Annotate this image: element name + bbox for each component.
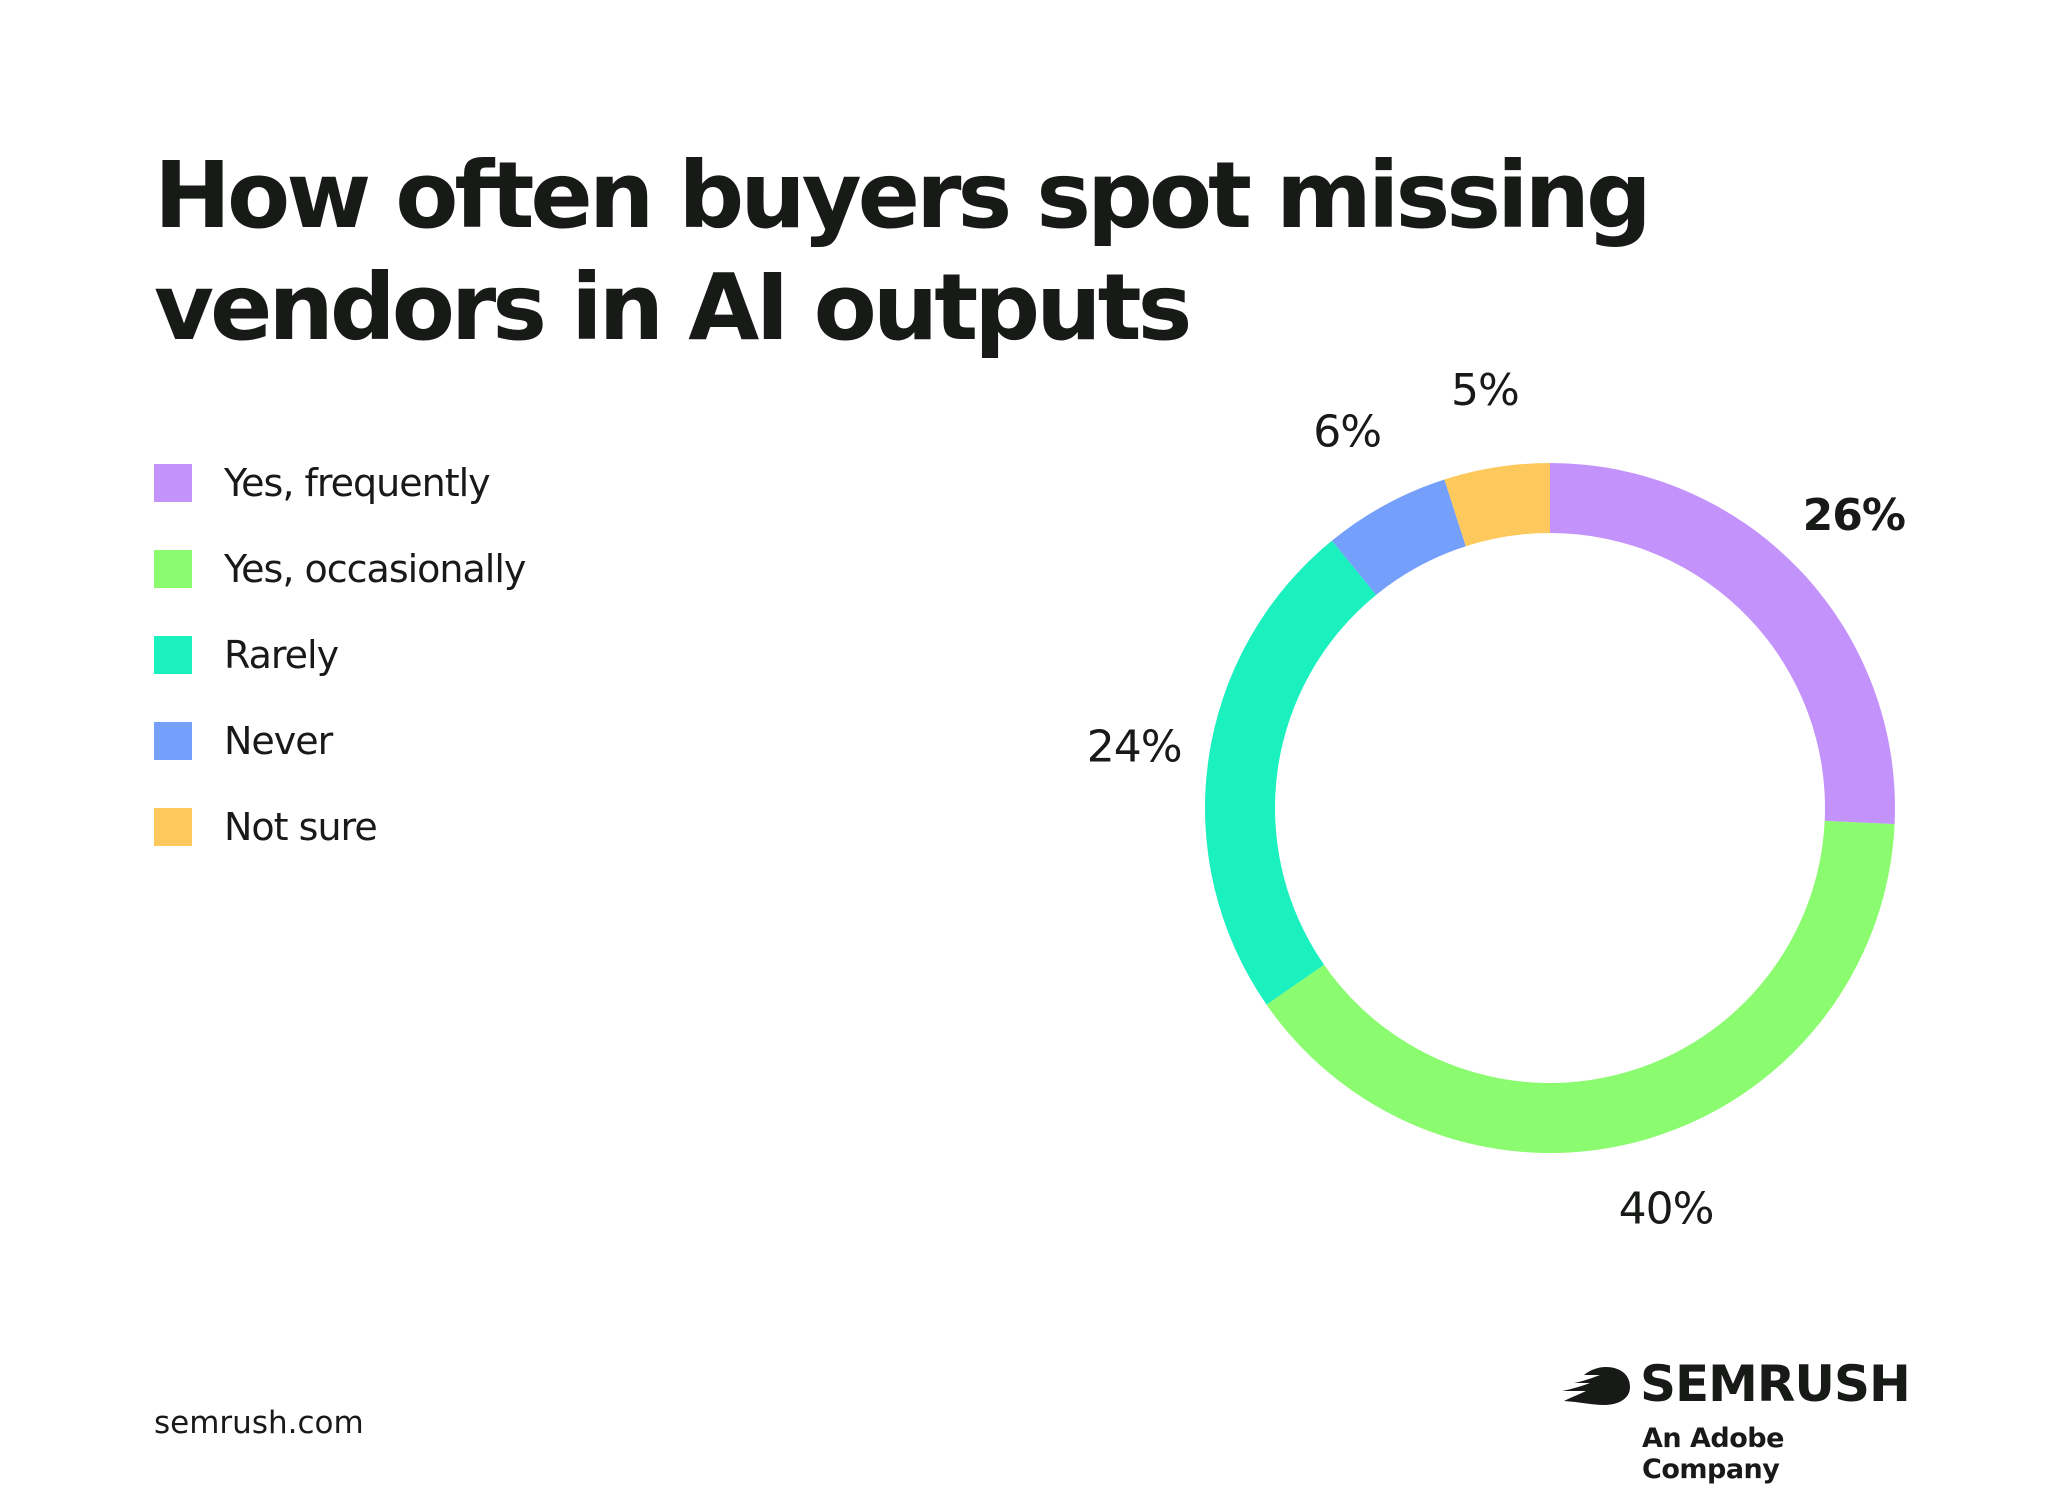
legend-swatch: [154, 464, 192, 502]
footer-url: semrush.com: [154, 1405, 364, 1441]
brand-logo: SEMRUSH An Adobe Company: [1560, 1355, 1920, 1485]
brand-name: SEMRUSH: [1640, 1355, 1911, 1413]
slice-label-yes-frequently: 26%: [1803, 490, 1905, 541]
donut-slice-not-sure: [1444, 463, 1550, 547]
slice-label-never: 6%: [1313, 407, 1381, 458]
brand-tagline: An Adobe Company: [1642, 1423, 1784, 1485]
legend-swatch: [154, 808, 192, 846]
legend-label: Not sure: [224, 805, 378, 849]
legend-item-yes-frequently: Yes, frequently: [154, 440, 525, 526]
legend-swatch: [154, 550, 192, 588]
donut-slice-rarely: [1205, 540, 1377, 1005]
legend-item-rarely: Rarely: [154, 612, 525, 698]
legend-swatch: [154, 722, 192, 760]
legend: Yes, frequently Yes, occasionally Rarely…: [154, 440, 526, 870]
legend-swatch: [154, 636, 192, 674]
donut-slice-never: [1331, 479, 1466, 595]
legend-label: Rarely: [224, 633, 339, 677]
donut-slice-yes-frequently: [1550, 463, 1895, 825]
legend-label: Yes, occasionally: [224, 547, 526, 591]
legend-item-yes-occasionally: Yes, occasionally: [154, 526, 526, 612]
slice-label-not-sure: 5%: [1451, 365, 1519, 416]
semrush-flame-icon: [1562, 1367, 1630, 1405]
legend-label: Never: [224, 719, 333, 763]
legend-item-never: Never: [154, 698, 525, 784]
legend-item-not-sure: Not sure: [154, 784, 525, 870]
slice-label-rarely: 24%: [1087, 721, 1182, 772]
slice-label-yes-occasionally: 40%: [1619, 1184, 1714, 1235]
legend-label: Yes, frequently: [224, 461, 491, 505]
donut-slice-yes-occasionally: [1266, 820, 1895, 1153]
chart-title: How often buyers spot missing vendors in…: [154, 142, 1652, 361]
